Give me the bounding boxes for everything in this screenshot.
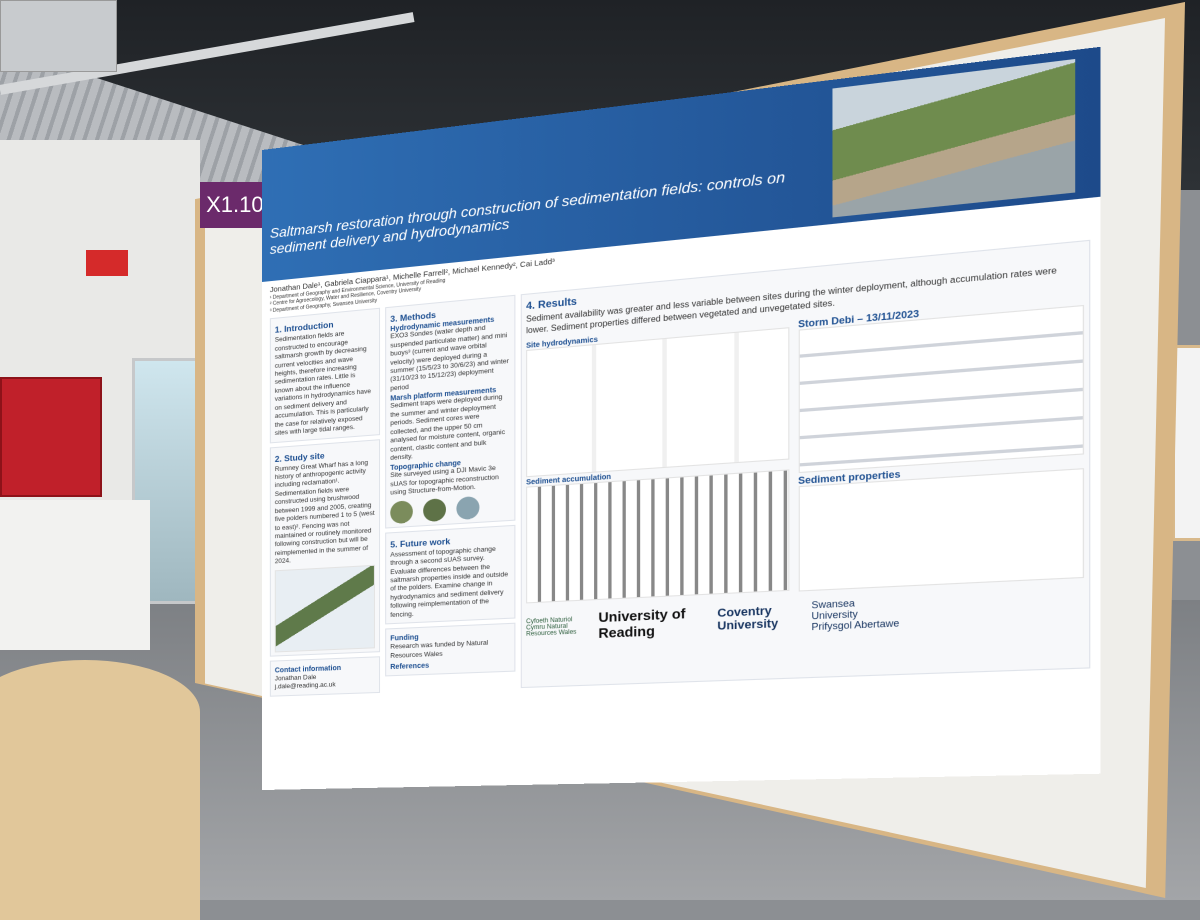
counter (0, 500, 150, 650)
text: Assessment of topographic change through… (390, 545, 509, 619)
logo: University of Reading (598, 605, 686, 642)
text: Sedimentation fields are constructed to … (274, 330, 371, 438)
vent-box (0, 0, 117, 72)
figure (526, 327, 789, 478)
poster: Saltmarsh restoration through constructi… (262, 46, 1101, 790)
text: Research was funded by Natural Resources… (390, 639, 489, 660)
header-photo (832, 58, 1076, 218)
text: Sediment traps were deployed during the … (390, 393, 506, 462)
figure (526, 469, 789, 604)
logo: Coventry University (717, 604, 779, 634)
heading: References (390, 662, 430, 672)
map (274, 564, 375, 653)
table (0, 660, 200, 920)
exit-sign (86, 250, 128, 276)
fire-cabinet (0, 377, 102, 497)
text: Rumney Great Wharf has a long history of… (274, 458, 375, 566)
figure (798, 468, 1085, 592)
logo: Cyfoeth Naturiol Cymru Natural Resources… (526, 617, 577, 638)
figure (798, 304, 1085, 474)
logo: Swansea University Prifysgol Abertawe (811, 597, 900, 633)
text: EXO3 Sondes (water depth and suspended p… (390, 324, 509, 393)
